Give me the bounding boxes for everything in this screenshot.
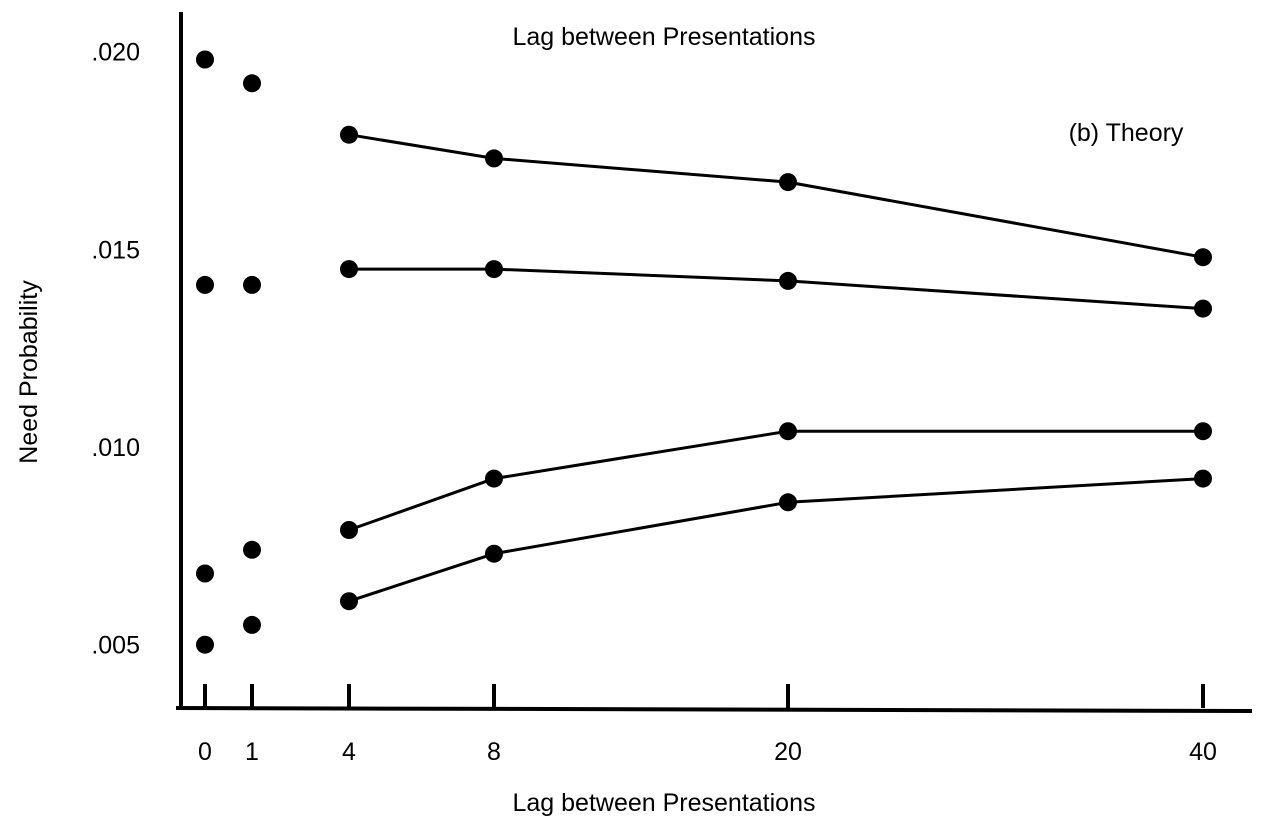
chart-title: Lag between Presentations	[513, 23, 816, 51]
x-tick-label-8: 8	[487, 738, 501, 766]
series-4-point-lag-8	[485, 544, 503, 563]
series-3-point-lag-8	[485, 469, 503, 488]
series-4-point-lag-20	[779, 493, 797, 512]
x-axis-label: Lag between Presentations	[513, 789, 816, 817]
x-axis-line	[175, 706, 1253, 713]
y-tick-label-005: .005	[91, 632, 140, 660]
series-3-point-lag-0	[196, 564, 214, 583]
series-1-point-lag-4	[340, 125, 358, 144]
series-3-point-lag-20	[779, 422, 797, 441]
series-1-point-lag-20	[779, 173, 797, 192]
y-tick-label-020: .020	[91, 39, 140, 67]
y-axis-label: Need Probability	[15, 280, 43, 464]
series-1-point-lag-8	[485, 149, 503, 168]
series-1-line	[348, 133, 1204, 259]
series-2-point-lag-20	[779, 271, 797, 290]
series-1-point-lag-0	[196, 50, 214, 69]
series-3-point-lag-4	[340, 521, 358, 539]
panel-annotation: (b) Theory	[1069, 119, 1184, 147]
series-1-point-lag-1	[243, 74, 261, 93]
series-3-point-lag-1	[243, 540, 261, 559]
series-2-point-lag-1	[243, 275, 261, 294]
data-points	[196, 50, 1212, 654]
y-tick-label-010: .010	[91, 434, 140, 462]
series-2-point-lag-40	[1194, 299, 1212, 318]
series-2-point-lag-0	[196, 275, 214, 294]
series-4-point-lag-4	[340, 592, 358, 611]
series-4-point-lag-1	[243, 615, 261, 634]
series-2-point-lag-4	[340, 260, 358, 279]
series-lines	[348, 133, 1204, 603]
series-4-line	[348, 477, 1204, 603]
x-tick-label-20: 20	[774, 738, 802, 766]
series-3-point-lag-40	[1194, 422, 1212, 441]
axis-ticks: 0 1 4 8 20 40 .005 .010 .015 .020	[91, 39, 1217, 766]
series-4-point-lag-0	[196, 635, 214, 654]
series-4-point-lag-40	[1194, 469, 1212, 488]
series-2-point-lag-8	[485, 260, 503, 279]
series-2-line	[349, 267, 1204, 311]
x-tick-label-40: 40	[1189, 738, 1217, 766]
y-tick-label-015: .015	[91, 236, 140, 264]
x-tick-label-4: 4	[342, 738, 356, 766]
x-tick-label-1: 1	[245, 738, 259, 766]
series-1-point-lag-40	[1194, 248, 1212, 267]
axes	[175, 12, 1253, 713]
x-tick-label-0: 0	[198, 738, 212, 766]
series-3-line	[348, 429, 1203, 532]
